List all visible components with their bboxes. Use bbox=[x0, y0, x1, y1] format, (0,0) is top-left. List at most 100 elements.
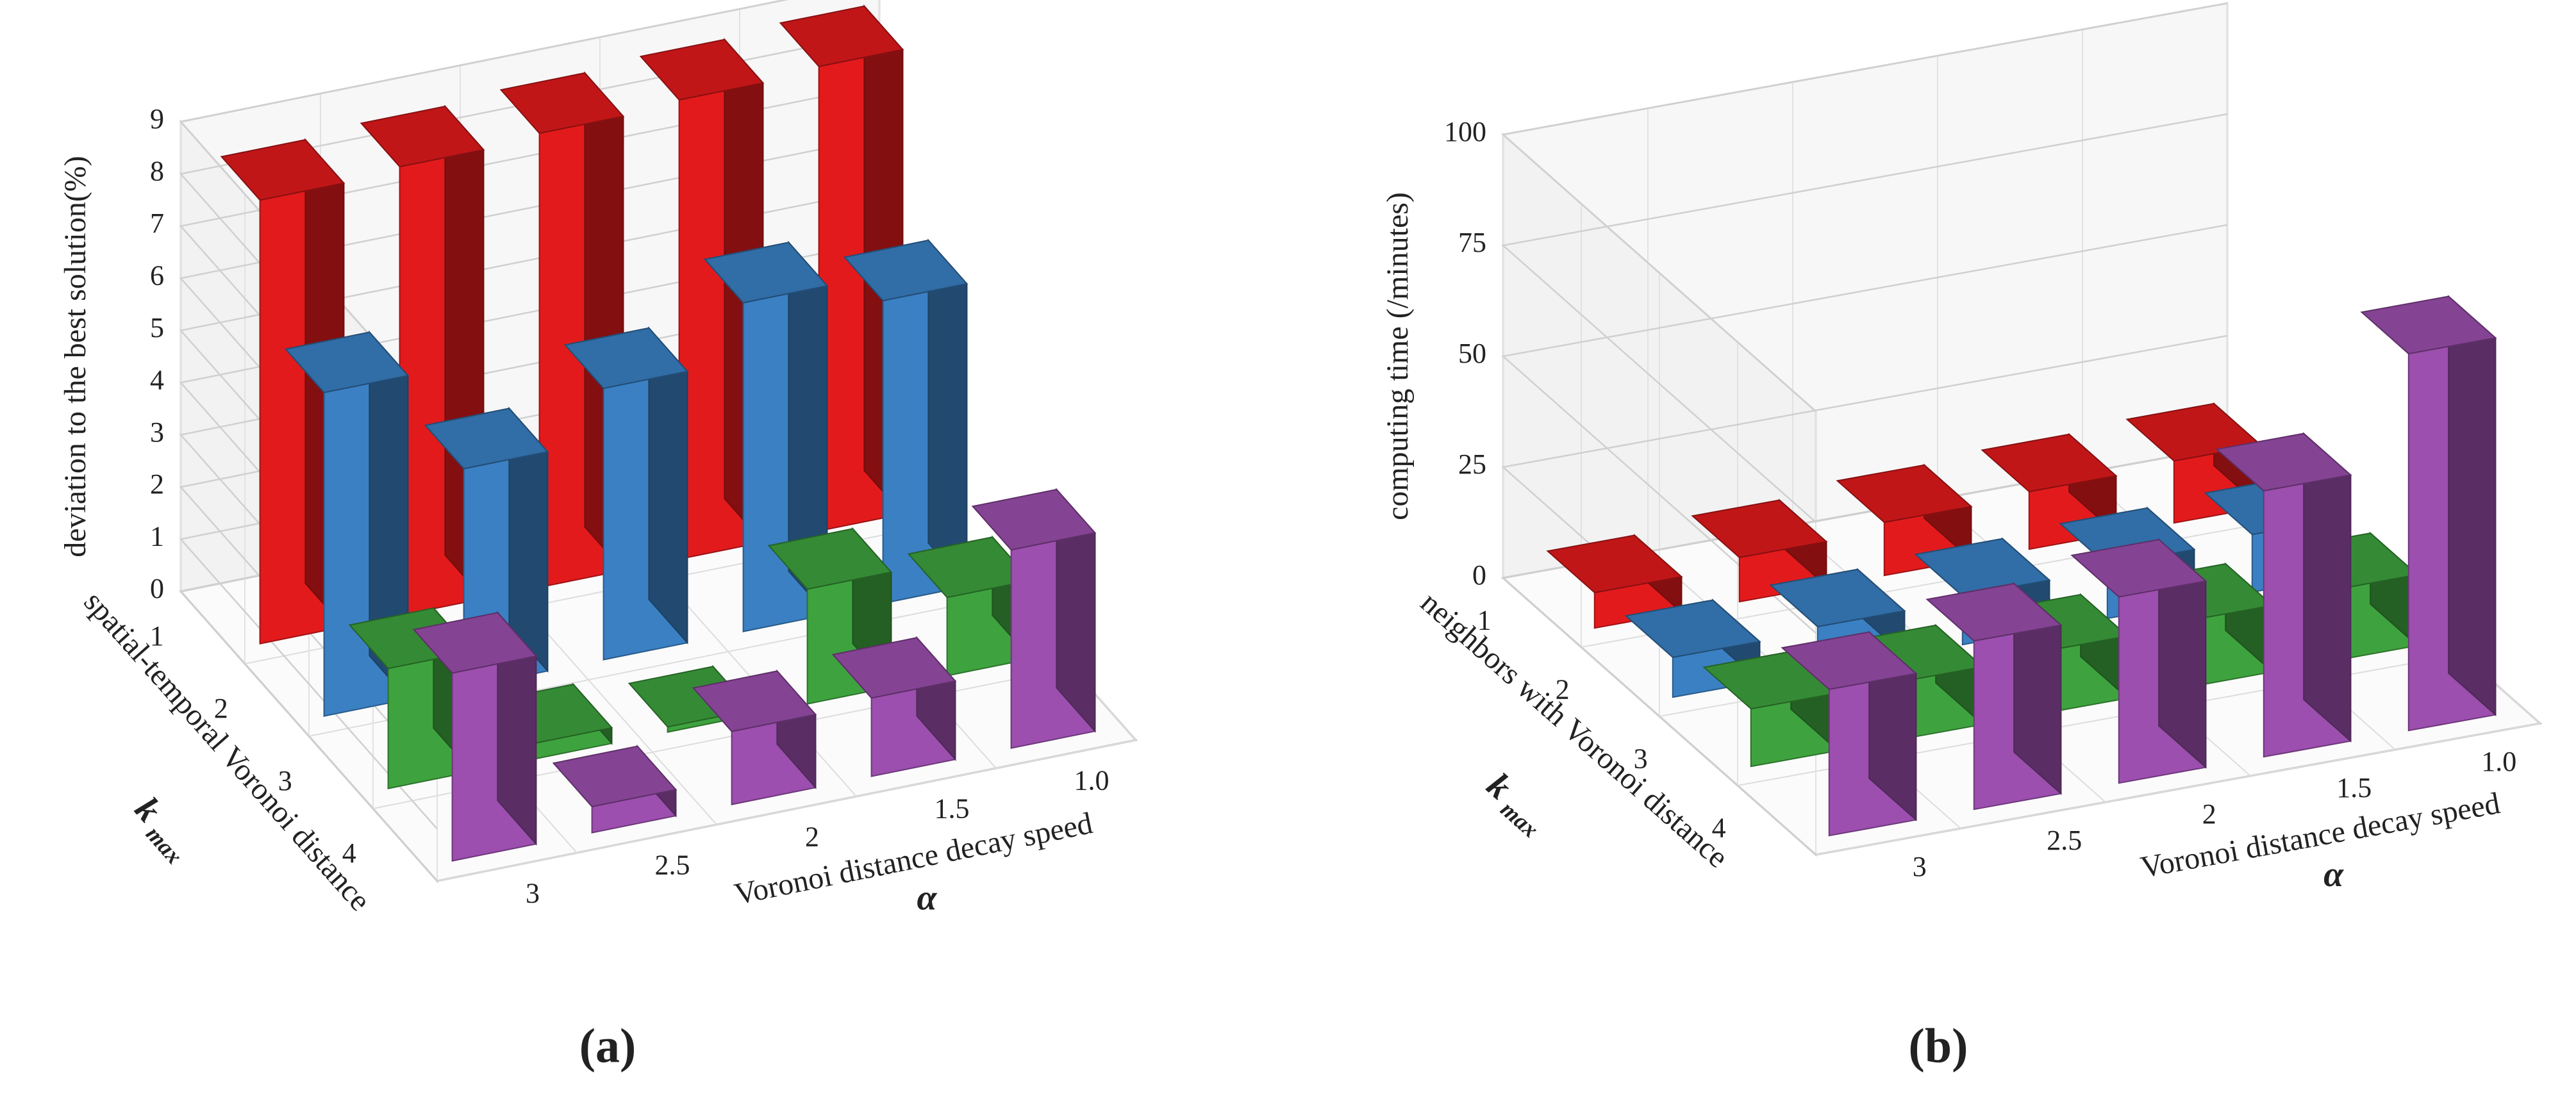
z-tick-label: 25 bbox=[1458, 449, 1486, 480]
x-axis-symbol: α bbox=[917, 878, 938, 918]
bar-top bbox=[1981, 433, 2118, 493]
bar bbox=[2360, 295, 2497, 732]
bar bbox=[1691, 498, 1828, 603]
z-tick-label: 4 bbox=[150, 364, 164, 395]
x-axis-label: Voronoi distance decay speed bbox=[731, 806, 1095, 911]
y-tick-label: 4 bbox=[342, 837, 356, 869]
z-tick-label: 0 bbox=[1472, 559, 1486, 591]
bar-top bbox=[692, 670, 817, 732]
x-axis-symbol: α bbox=[2323, 855, 2344, 894]
panel-caption: (b) bbox=[1909, 1019, 1968, 1073]
x-tick-label: 2.5 bbox=[655, 849, 690, 880]
x-tick-label: 2.5 bbox=[2047, 825, 2082, 856]
floor-grid bbox=[1815, 723, 2541, 855]
z-tick-label: 9 bbox=[150, 103, 164, 135]
bar-side bbox=[927, 238, 968, 588]
x-tick-label: 2 bbox=[2202, 798, 2216, 830]
z-tick-label: 6 bbox=[150, 259, 164, 291]
bar-top bbox=[424, 408, 549, 470]
bar bbox=[1836, 463, 1973, 577]
chart: 0 25 50 75 100 computing time (/minutes) 3 2.5 2… bbox=[1381, 2, 2543, 1073]
grid-line bbox=[1501, 445, 2228, 855]
z-axis-label: computing time (/minutes) bbox=[1381, 192, 1415, 520]
bar bbox=[412, 611, 538, 862]
bar-top bbox=[220, 139, 345, 201]
grid-line bbox=[179, 0, 788, 412]
x-tick-label: 1.5 bbox=[2336, 772, 2372, 803]
x-axis-label: Voronoi distance decay speed bbox=[2138, 786, 2503, 885]
bar-top bbox=[2070, 539, 2207, 598]
y-symbol-sub: max bbox=[141, 821, 187, 869]
z-tick-label: 8 bbox=[150, 156, 164, 187]
z-axis-label: deviation to the best solution(%) bbox=[58, 156, 92, 557]
bar bbox=[2215, 432, 2352, 758]
grid-line bbox=[1501, 113, 2228, 523]
z-tick-label: 100 bbox=[1444, 116, 1486, 147]
y-tick-label: 3 bbox=[278, 765, 292, 796]
x-tick-label: 3 bbox=[1913, 851, 1927, 882]
z-tick-label: 0 bbox=[150, 573, 164, 604]
bar bbox=[831, 636, 957, 777]
bar-top bbox=[703, 242, 829, 304]
x-tick-label: 3 bbox=[526, 877, 540, 909]
bar bbox=[552, 745, 677, 834]
grid-line bbox=[1501, 224, 2228, 634]
bar bbox=[1781, 630, 1918, 837]
x-tick-label: 1.5 bbox=[935, 793, 970, 824]
z-tick-label: 1 bbox=[150, 521, 164, 552]
y-tick-label: 2 bbox=[214, 693, 228, 724]
y-tick-label: 3 bbox=[1634, 743, 1648, 774]
bar-top bbox=[499, 72, 625, 135]
y-tick-label: 1 bbox=[1477, 604, 1492, 636]
floor-grid bbox=[436, 739, 1136, 882]
bar-top bbox=[2215, 432, 2352, 492]
bar-top bbox=[360, 105, 485, 168]
bar-top bbox=[1691, 499, 1828, 559]
grid-line bbox=[1501, 2, 2228, 412]
y-symbol-sub: max bbox=[1496, 796, 1543, 843]
bar-top bbox=[1836, 464, 1973, 523]
bar-top bbox=[907, 536, 1033, 598]
bar-top bbox=[412, 612, 538, 674]
chart: 0 1 2 3 4 5 6 7 8 9 deviation to the best solution… bbox=[58, 0, 1138, 1073]
bar bbox=[2070, 538, 2207, 784]
bar-top bbox=[1925, 582, 2063, 642]
bar-top bbox=[563, 327, 689, 390]
z-tick-label: 7 bbox=[150, 208, 164, 239]
bar bbox=[971, 488, 1097, 749]
bar-top bbox=[1914, 538, 2051, 597]
bar-top bbox=[1769, 568, 1906, 628]
bar bbox=[563, 326, 689, 661]
x-tick-label: 1.0 bbox=[2481, 746, 2516, 777]
bar-top bbox=[1546, 534, 1683, 593]
bar-top bbox=[767, 528, 893, 590]
bar-top bbox=[779, 5, 904, 67]
x-tick-label: 1.0 bbox=[1074, 764, 1109, 796]
y-tick-label: 2 bbox=[1556, 673, 1570, 705]
bar-top bbox=[971, 488, 1097, 551]
bar-top bbox=[2360, 295, 2497, 355]
bar-top bbox=[1781, 631, 1918, 690]
z-tick-label: 2 bbox=[150, 468, 164, 500]
z-tick-label: 50 bbox=[1458, 338, 1486, 369]
bar-top bbox=[831, 637, 957, 699]
bar bbox=[692, 669, 817, 805]
x-tick-label: 2 bbox=[805, 821, 819, 852]
panel-caption: (a) bbox=[579, 1019, 636, 1073]
y-tick-label: 1 bbox=[150, 620, 164, 652]
bar-top bbox=[284, 331, 410, 393]
bar-side bbox=[2448, 295, 2497, 716]
bar-top bbox=[1624, 599, 1761, 658]
z-tick-label: 75 bbox=[1458, 227, 1486, 258]
z-tick-label: 5 bbox=[150, 312, 164, 343]
y-tick-label: 4 bbox=[1712, 812, 1726, 843]
bar-top bbox=[843, 239, 968, 302]
z-tick-label: 3 bbox=[150, 416, 164, 448]
bar bbox=[843, 238, 968, 604]
bar bbox=[1925, 582, 2063, 811]
bar-top bbox=[639, 38, 765, 101]
bar-top bbox=[552, 745, 677, 807]
